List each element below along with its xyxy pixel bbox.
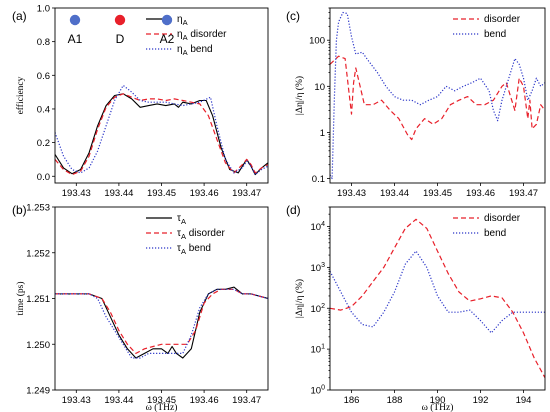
panel-label: (c) xyxy=(286,9,300,23)
y-tick-label: 1.252 xyxy=(26,248,50,259)
legend-label: τA disorder xyxy=(177,228,226,241)
y-axis-label: |Δη|/η (%) xyxy=(294,279,305,318)
x-tick-label: 193.44 xyxy=(104,395,133,406)
y-tick-label: 0.0 xyxy=(37,172,50,183)
plot-frame xyxy=(329,7,546,184)
series-line-1 xyxy=(55,93,268,176)
site-label: A2 xyxy=(160,32,175,46)
y-tick-label: 10 xyxy=(314,82,325,93)
x-tick-label: 193.46 xyxy=(466,188,495,199)
site-marker-d xyxy=(114,14,126,26)
y-tick-label: 1.253 xyxy=(26,203,50,214)
y-tick-label: 1.251 xyxy=(26,294,50,305)
x-axis-label: ω (THz) xyxy=(422,402,454,412)
x-tick-label: 193.45 xyxy=(147,188,176,199)
x-tick-label: 193.45 xyxy=(423,188,452,199)
y-tick-label: 0.4 xyxy=(37,104,50,115)
x-tick-label: 193.47 xyxy=(509,188,538,199)
series-line-2 xyxy=(55,288,268,354)
y-axis-label: |Δη|/η (%) xyxy=(294,76,305,115)
x-tick-label: 193.44 xyxy=(380,188,409,199)
x-tick-label: 193.45 xyxy=(147,395,176,406)
x-tick-label: 188 xyxy=(387,395,403,406)
site-marker-a1 xyxy=(69,14,81,26)
legend-label: τA xyxy=(177,213,186,226)
y-tick-label: 0.8 xyxy=(37,37,50,48)
y-tick-label: 103 xyxy=(311,262,326,274)
x-tick-label: 193.46 xyxy=(190,395,219,406)
panel-label: (d) xyxy=(286,203,301,217)
x-tick-label: 190 xyxy=(430,395,446,406)
panel-b: 193.43 193.44 193.45 193.46 193.47 1.249 1.250… xyxy=(12,203,269,412)
panel-d: 186 188 190 192 194 100 101 102 103 104 |Δη|/η (%)… xyxy=(286,203,546,412)
series-line-2 xyxy=(55,93,268,176)
x-tick-label: 193.43 xyxy=(62,395,91,406)
series-line-1 xyxy=(330,218,545,378)
series-line-2 xyxy=(330,11,545,180)
panel-a: 193.43 193.44 193.45 193.46 193.47 0.0 0.2 0.4 0… xyxy=(12,4,269,199)
x-tick-label: 194 xyxy=(516,395,532,406)
legend-label: τA bend xyxy=(177,243,211,256)
y-axis-label: efficiency xyxy=(15,76,26,114)
x-tick-label: 193.46 xyxy=(190,188,219,199)
x-tick-label: 192 xyxy=(473,395,489,406)
series-line-3 xyxy=(55,84,268,176)
y-axis-label: time (ps) xyxy=(15,281,26,315)
plot-frame xyxy=(329,206,546,391)
x-tick-label: 186 xyxy=(344,395,360,406)
legend-label: ηA disorder xyxy=(177,29,227,42)
y-tick-label: 100 xyxy=(311,385,326,397)
series-line-3 xyxy=(55,288,268,359)
series-line-1 xyxy=(55,286,268,359)
legend-label: ηA xyxy=(177,14,188,27)
site-marker-a2 xyxy=(161,14,173,26)
x-tick-label: 193.44 xyxy=(104,188,133,199)
y-tick-label: 104 xyxy=(311,221,326,233)
y-tick-label: 101 xyxy=(311,344,326,356)
y-tick-label: 0.2 xyxy=(37,138,50,149)
panel-label: (a) xyxy=(12,9,27,23)
legend-label: disorder xyxy=(484,213,521,224)
y-tick-label: 1.249 xyxy=(26,386,50,397)
y-tick-label: 1 xyxy=(320,128,325,139)
site-label: D xyxy=(116,32,125,46)
y-tick-label: 102 xyxy=(311,303,326,315)
x-tick-label: 193.43 xyxy=(337,188,366,199)
legend-label: disorder xyxy=(484,14,521,25)
x-tick-label: 193.47 xyxy=(232,188,261,199)
x-tick-label: 193.47 xyxy=(232,395,261,406)
x-tick-label: 193.43 xyxy=(62,188,91,199)
site-label: A1 xyxy=(68,32,83,46)
y-tick-label: 1.250 xyxy=(26,340,50,351)
x-axis-label: ω (THz) xyxy=(146,402,178,412)
panel-label: (b) xyxy=(12,203,27,217)
legend-label: bend xyxy=(484,29,506,40)
y-tick-label: 0.6 xyxy=(37,71,50,82)
y-tick-label: 100 xyxy=(309,36,325,47)
series-line-2 xyxy=(330,250,545,334)
panel-c: 193.43 193.44 193.45 193.46 193.47 0.1 1 10 100 |… xyxy=(286,7,546,199)
plot-frame xyxy=(54,206,269,391)
series-line-1 xyxy=(330,55,545,141)
legend-label: bend xyxy=(484,228,506,239)
legend-label: ηA bend xyxy=(177,44,213,57)
y-tick-label: 1.0 xyxy=(37,4,50,15)
y-tick-label: 0.1 xyxy=(312,174,325,185)
